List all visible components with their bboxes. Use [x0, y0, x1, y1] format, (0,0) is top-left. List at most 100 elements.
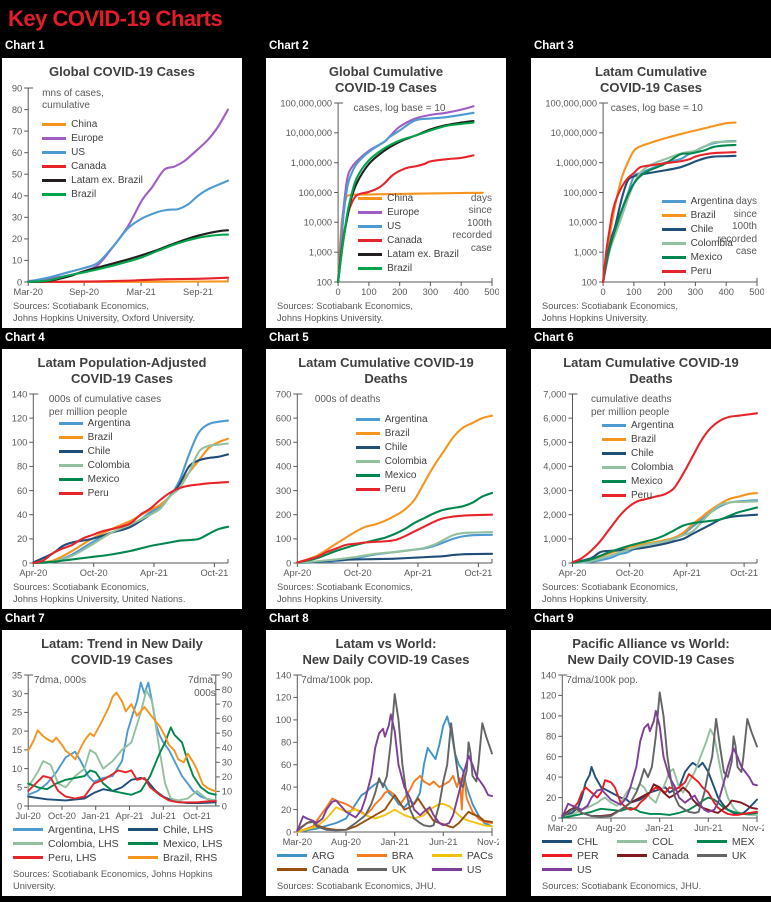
chart-title: Latam Cumulative COVID-19 Cases: [595, 64, 707, 95]
series-colombia: [32, 442, 230, 565]
legend-label: Europe: [71, 132, 104, 144]
plot-svg: 100 1,000 10,000 100,000 1,000,000 10,000,000…: [545, 98, 764, 297]
chart-plot-area: 0 20 40 60 80 100 120 140 Mar-20 Aug-20 Jan-21 Jun-…: [273, 669, 499, 847]
legend-item: China: [358, 193, 459, 204]
series-peru-lhs: [27, 769, 217, 804]
series-peru: [602, 151, 737, 284]
x-tick-label: 200: [392, 287, 408, 297]
y-tick-label: 60: [546, 752, 556, 762]
chart-annotation: cumulative deaths per million people: [590, 394, 672, 418]
x-tick-label: Apr-20: [19, 568, 47, 578]
chart-plot-area: 0 20 40 60 80 100 120 140 Mar-20 Aug-20 Jan-21 Jun-…: [538, 669, 764, 833]
legend-line-sample: [58, 463, 83, 467]
y-tick-label: 80: [281, 738, 291, 748]
x-tick-label: Oct-20: [616, 568, 644, 578]
legend-line-sample: [277, 854, 307, 858]
x-tick-label: Oct-21: [464, 568, 492, 578]
y-tick-label: 0: [561, 558, 566, 568]
y-tick-label: 4,000: [543, 462, 566, 472]
series-mexico: [602, 144, 737, 284]
chart-annotation: 7dma, 000s: [33, 675, 87, 687]
y-tick-label: 60: [281, 760, 291, 770]
legend-item: Canada: [358, 235, 459, 246]
legend-label: Chile: [631, 447, 654, 459]
legend-label: US: [466, 863, 482, 876]
legend-line-sample: [358, 196, 383, 200]
legend-line-sample: [696, 854, 727, 858]
y-tick-label: 6,000: [543, 414, 566, 424]
legend-label: Colombia, LHS: [48, 837, 119, 850]
legend-label: Chile: [690, 224, 714, 236]
legend-label: Brazil: [71, 188, 97, 200]
chart-title: Pacific Alliance vs World: New Daily COV…: [567, 636, 735, 667]
plot-svg: 0 20 40 60 80 100 120 140 Mar-20 Aug-20 Jan-21 Jun-…: [276, 670, 499, 847]
y-tick-label: 35: [12, 670, 22, 680]
legend-item: US: [42, 147, 143, 158]
chart-plot-area: 0 10 20 30 40 50 60 70 80 90 Mar-20 Sep-20 Mar-21 Sep…: [9, 82, 235, 297]
y-tick-label: 80: [546, 732, 556, 742]
legend-label: Canada: [71, 160, 107, 172]
legend-line-sample: [602, 423, 627, 427]
x-tick-label: Aug-20: [331, 837, 361, 847]
legend-label: Mexico: [631, 475, 663, 487]
y-tick-label: 140: [12, 389, 28, 399]
y-tick-label: 100,000,000: [280, 98, 332, 108]
y-tick-label: 10,000: [304, 218, 332, 228]
legend-line-sample: [355, 488, 380, 492]
series-us: [337, 111, 475, 284]
y-tick-label: 140: [541, 670, 557, 680]
series-colombia: [296, 531, 494, 565]
legend-line-sample: [661, 256, 686, 260]
legend-line-sample: [431, 854, 462, 858]
sources-note: Sources: Scotiabank Economics, Johns Hop…: [277, 300, 413, 323]
legend-label: Peru, LHS: [48, 851, 97, 864]
legend-label: Colombia: [87, 459, 130, 471]
legend-line-sample: [542, 868, 572, 872]
y-tick-label: 30: [12, 212, 22, 222]
series-colombia: [571, 500, 759, 565]
legend-item: COL: [617, 836, 689, 848]
series-bra: [296, 772, 493, 834]
legend-item: Argentina, LHS: [13, 824, 120, 836]
x-tick-label: Apr-21: [140, 568, 168, 578]
chart-panel: Latam vs World: New Daily COVID-19 Cases…: [266, 630, 506, 896]
plot-svg: 100 1,000 10,000 100,000 1,000,000 10,000,000…: [280, 98, 499, 297]
legend: Argentina Brazil Chile Colombia Mexico Peru: [355, 414, 428, 498]
y-tick-label: 120: [12, 414, 28, 424]
plot-svg: 0 1,000 2,000 3,000 4,000 5,000 6,000 7,000 Apr-…: [543, 389, 759, 578]
right-tick-label: 10: [222, 787, 232, 797]
x-tick-label: Nov-21: [742, 823, 764, 833]
right-tick-label: 90: [222, 670, 232, 680]
x-tick-label: 0: [601, 287, 606, 297]
legend-label: Chile: [384, 442, 408, 454]
y-tick-label: 300: [276, 486, 292, 496]
y-tick-label: 100,000: [563, 188, 597, 198]
legend-label: Peru: [631, 489, 653, 501]
legend-line-sample: [602, 479, 627, 483]
legend-line-sample: [128, 828, 158, 832]
x-tick-label: Mar-20: [283, 837, 312, 847]
legend-item: Europe: [42, 133, 143, 144]
legend-label: Peru: [690, 266, 712, 278]
legend-item: Canada: [277, 864, 349, 876]
series-arg: [296, 715, 493, 834]
legend-line-sample: [42, 164, 67, 168]
chart-panel: Latam Cumulative COVID-19 Deaths 0 100 200 3…: [266, 349, 506, 609]
y-tick-label: 100,000: [298, 188, 332, 198]
legend-label: Latam ex. Brazil: [387, 248, 459, 260]
legend-item: Brazil: [602, 434, 674, 445]
series-brazil: [296, 414, 494, 564]
legend-line-sample: [602, 493, 627, 497]
chart-plot-area: 100 1,000 10,000 100,000 1,000,000 10,000,000…: [273, 97, 499, 297]
legend-label: Argentina: [631, 419, 674, 431]
chart-panel: Global COVID-19 Cases 0 10 20 30 40 50 60 70 80 90…: [2, 58, 242, 328]
x-tick-label: Apr-21: [116, 811, 144, 821]
x-tick-label: 100: [361, 287, 377, 297]
legend-label: Brazil: [387, 262, 413, 274]
legend-line-sample: [13, 842, 43, 846]
x-tick-label: 300: [423, 287, 439, 297]
y-tick-label: 0: [17, 801, 22, 811]
right-tick-label: 0: [222, 801, 227, 811]
series-mexico: [571, 506, 759, 565]
legend-item: Argentina: [58, 418, 130, 429]
